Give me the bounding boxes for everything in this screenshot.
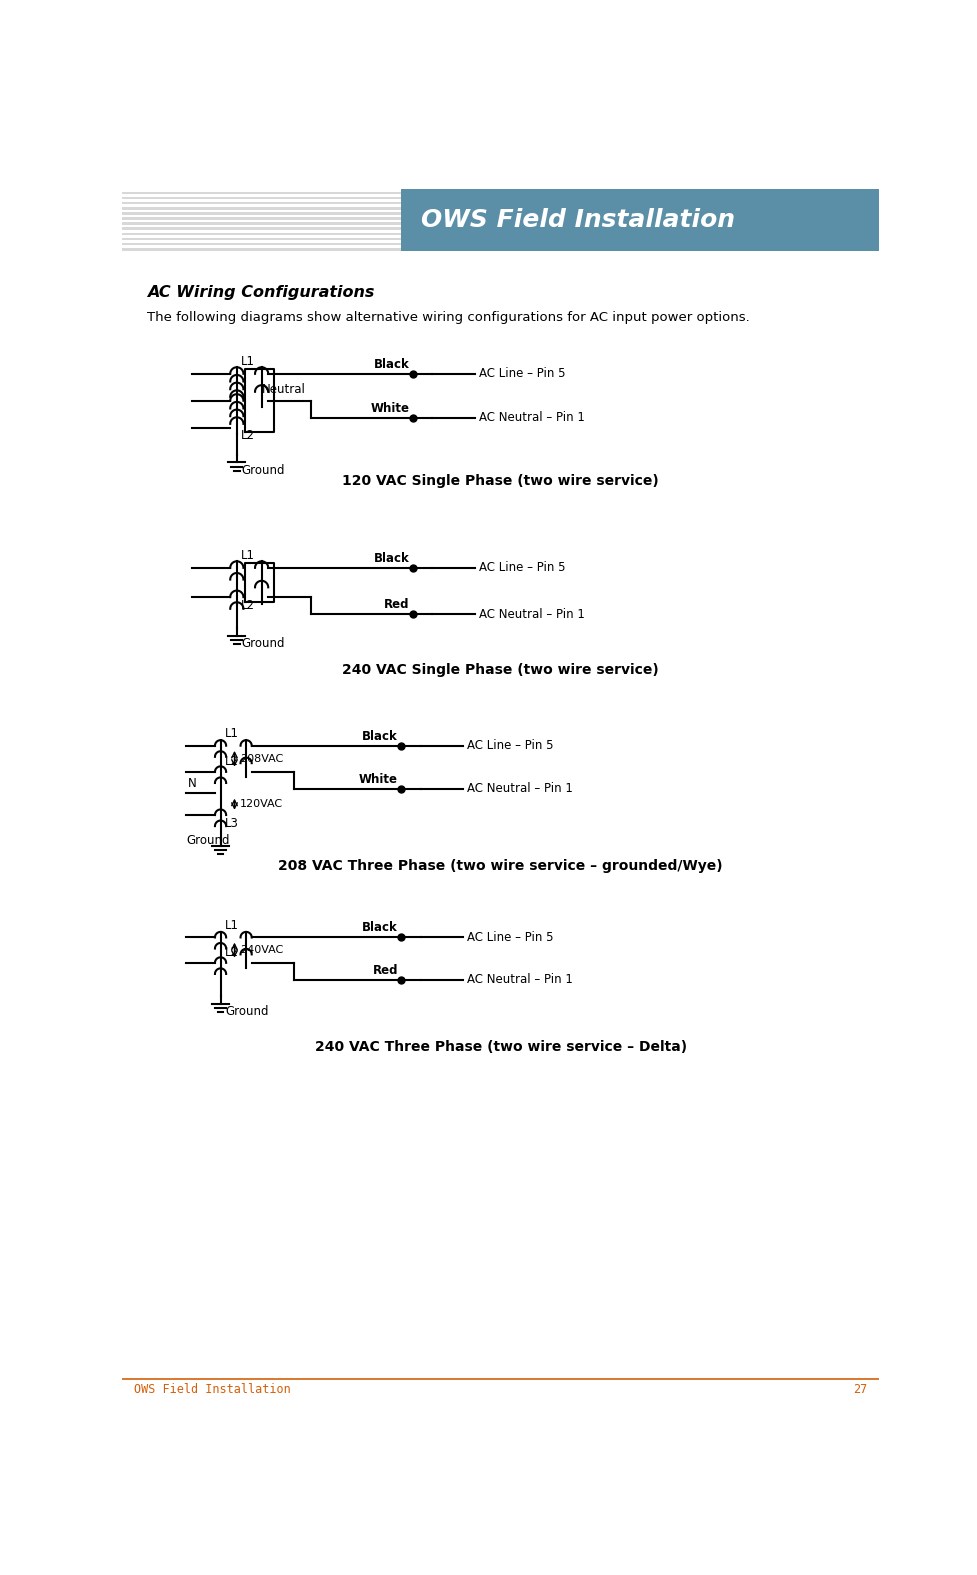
Text: The following diagrams show alternative wiring configurations for AC input power: The following diagrams show alternative … [147, 310, 749, 323]
Text: 240 VAC Three Phase (two wire service – Delta): 240 VAC Three Phase (two wire service – … [315, 1040, 687, 1054]
Bar [122, 247, 402, 250]
Text: 240VAC: 240VAC [240, 945, 283, 954]
Text: AC Neutral – Pin 1: AC Neutral – Pin 1 [479, 411, 584, 424]
Text: L2: L2 [240, 430, 255, 443]
Text: White: White [359, 773, 398, 786]
Bar [122, 227, 402, 230]
Text: L1: L1 [226, 920, 239, 932]
Text: OWS Field Installation: OWS Field Installation [134, 1383, 290, 1397]
Text: L1: L1 [240, 550, 255, 562]
Text: Black: Black [374, 358, 409, 370]
Text: 120 VAC Single Phase (two wire service): 120 VAC Single Phase (two wire service) [342, 474, 659, 488]
Text: AC Neutral – Pin 1: AC Neutral – Pin 1 [479, 608, 584, 621]
Bar [122, 192, 402, 194]
Text: Ground: Ground [241, 465, 285, 477]
Text: L1: L1 [240, 356, 255, 369]
Text: L2: L2 [226, 754, 239, 769]
Text: 27: 27 [854, 1383, 868, 1397]
Bar [122, 197, 402, 200]
Text: 208 VAC Three Phase (two wire service – grounded/Wye): 208 VAC Three Phase (two wire service – … [278, 858, 723, 873]
Text: Red: Red [384, 598, 409, 611]
Text: White: White [370, 402, 409, 414]
Bar [122, 243, 402, 246]
Bar [122, 233, 402, 235]
Text: OWS Field Installation: OWS Field Installation [420, 208, 735, 232]
Bar [402, 189, 879, 250]
Text: 120VAC: 120VAC [240, 799, 283, 810]
Text: Black: Black [374, 551, 409, 565]
Text: L2: L2 [226, 947, 239, 959]
Text: L3: L3 [226, 816, 239, 830]
Bar [122, 217, 402, 221]
Text: AC Line – Pin 5: AC Line – Pin 5 [479, 561, 565, 575]
Text: 208VAC: 208VAC [240, 754, 283, 764]
Bar [122, 206, 402, 209]
Text: L2: L2 [240, 598, 255, 611]
Bar [122, 222, 402, 225]
Bar [122, 202, 402, 205]
Text: AC Line – Pin 5: AC Line – Pin 5 [479, 367, 565, 380]
Text: Red: Red [372, 964, 398, 976]
Bar [122, 189, 402, 250]
Text: Neutral: Neutral [262, 383, 306, 397]
Text: Black: Black [362, 729, 398, 743]
Text: L1: L1 [226, 728, 239, 740]
Text: Black: Black [362, 921, 398, 934]
Bar [122, 238, 402, 241]
Text: 240 VAC Single Phase (two wire service): 240 VAC Single Phase (two wire service) [342, 663, 659, 677]
Text: Ground: Ground [187, 835, 230, 847]
Bar [122, 213, 402, 214]
Text: AC Neutral – Pin 1: AC Neutral – Pin 1 [467, 973, 573, 986]
Text: AC Line – Pin 5: AC Line – Pin 5 [467, 931, 554, 943]
Text: Ground: Ground [226, 1005, 269, 1017]
Text: AC Neutral – Pin 1: AC Neutral – Pin 1 [467, 783, 573, 795]
Text: AC Line – Pin 5: AC Line – Pin 5 [467, 739, 554, 753]
Text: Ground: Ground [241, 638, 285, 650]
Text: AC Wiring Configurations: AC Wiring Configurations [147, 285, 374, 301]
Text: N: N [188, 778, 196, 791]
